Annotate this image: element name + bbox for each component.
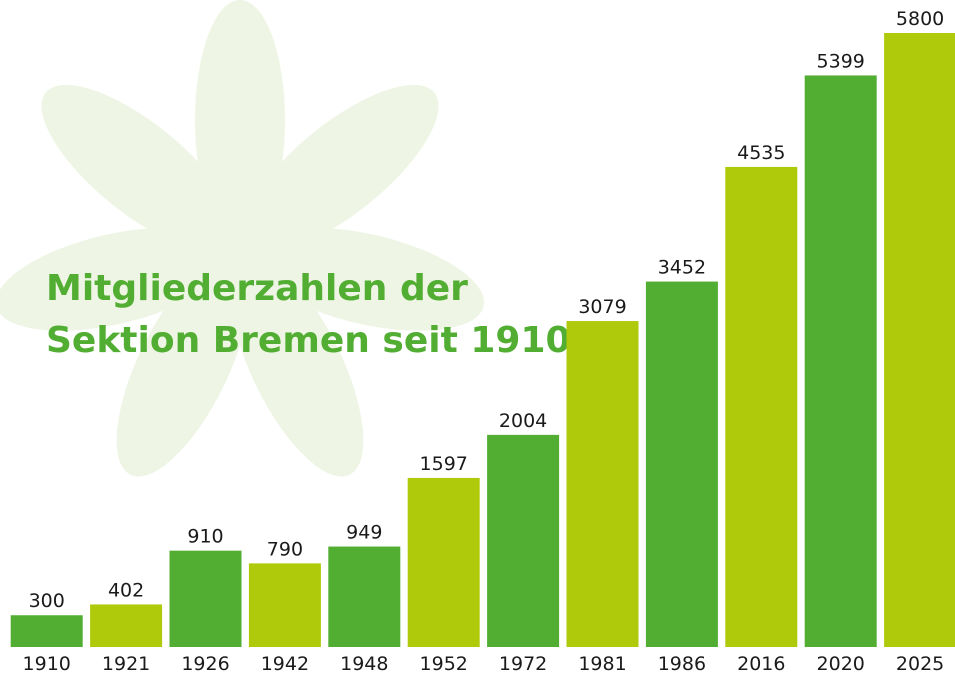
chart-title: Mitgliederzahlen der [46,268,468,309]
value-label: 2004 [499,410,547,432]
chart: Mitgliederzahlen der Sektion Bremen seit… [0,0,955,675]
x-tick-label: 1926 [181,653,229,675]
value-label: 790 [267,538,303,560]
bar [408,478,480,647]
value-label: 949 [346,522,382,544]
x-tick-label: 1981 [578,653,626,675]
bar [328,547,400,647]
value-label: 4535 [737,142,785,164]
value-label: 3079 [578,296,626,318]
bar [805,75,877,647]
value-label: 300 [29,590,65,612]
x-tick-label: 2025 [896,653,944,675]
value-label: 402 [108,579,144,601]
x-tick-label: 1942 [261,653,309,675]
bar [90,604,162,647]
bar [725,167,797,647]
x-tick-label: 1972 [499,653,547,675]
x-tick-label: 1921 [102,653,150,675]
value-label: 910 [187,526,223,548]
value-label: 3452 [658,257,706,279]
x-tick-label: 2020 [817,653,865,675]
bar [249,563,321,647]
bar [884,33,955,647]
bar [11,615,83,647]
bar [170,551,242,647]
chart-title: Sektion Bremen seit 1910 [46,320,571,361]
value-label: 5399 [817,50,865,72]
bar [646,282,718,647]
x-tick-label: 1986 [658,653,706,675]
bar [567,321,639,647]
bar [487,435,559,647]
x-tick-label: 1948 [340,653,388,675]
x-tick-label: 1910 [23,653,71,675]
edelweiss-background [0,0,494,494]
x-tick-label: 1952 [420,653,468,675]
value-label: 1597 [420,453,468,475]
x-tick-label: 2016 [737,653,785,675]
value-label: 5800 [896,8,944,30]
